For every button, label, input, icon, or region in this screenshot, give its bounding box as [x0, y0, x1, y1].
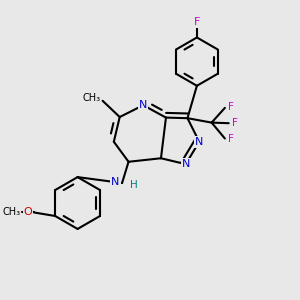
Text: O: O	[24, 207, 32, 217]
Text: F: F	[228, 134, 234, 144]
Text: CH₃: CH₃	[82, 93, 100, 103]
Text: F: F	[228, 102, 234, 112]
Text: N: N	[182, 159, 190, 169]
Text: F: F	[194, 17, 200, 27]
Text: H: H	[130, 180, 138, 190]
Text: CH₃: CH₃	[2, 207, 21, 217]
Text: N: N	[195, 137, 203, 147]
Text: F: F	[232, 118, 238, 128]
Text: N: N	[111, 177, 120, 188]
Text: N: N	[139, 100, 148, 110]
